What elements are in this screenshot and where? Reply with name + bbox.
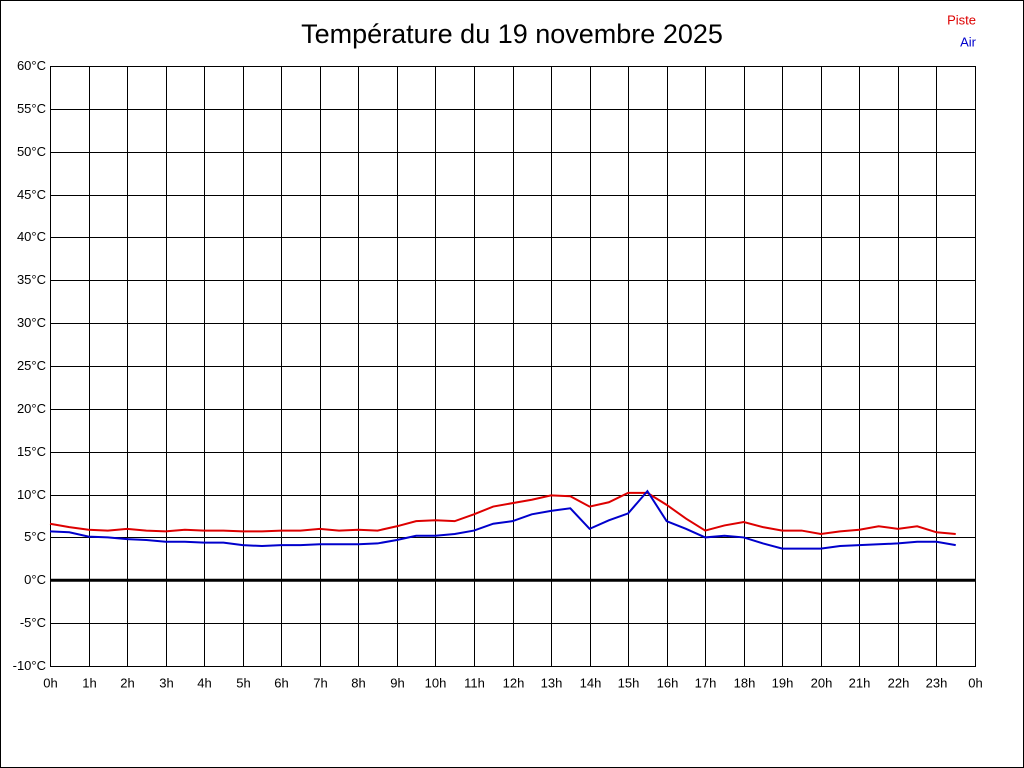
x-tick-label: 8h — [351, 675, 365, 690]
x-tick-label: 12h — [503, 675, 525, 690]
x-tick-label: 16h — [657, 675, 679, 690]
x-tick-label: 21h — [849, 675, 871, 690]
chart-title: Température du 19 novembre 2025 — [301, 19, 723, 49]
x-tick-label: 0h — [968, 675, 982, 690]
y-tick-label: 55°C — [17, 101, 46, 116]
y-tick-label: 0°C — [24, 572, 46, 587]
series-line — [49, 489, 956, 550]
x-tick-label: 13h — [541, 675, 563, 690]
y-tick-label: 10°C — [17, 487, 46, 502]
y-tick-label: 20°C — [17, 401, 46, 416]
x-tick-label: 0h — [43, 675, 57, 690]
legend-label: Air — [960, 34, 977, 49]
y-tick-label: 15°C — [17, 444, 46, 459]
x-tick-label: 3h — [159, 675, 173, 690]
y-tick-label: 45°C — [17, 187, 46, 202]
plot-border — [50, 66, 976, 667]
x-tick-label: 9h — [390, 675, 404, 690]
x-tick-label: 6h — [274, 675, 288, 690]
x-tick-label: 14h — [580, 675, 602, 690]
x-tick-label: 22h — [888, 675, 910, 690]
x-tick-label: 17h — [695, 675, 717, 690]
y-tick-label: 50°C — [17, 144, 46, 159]
y-tick-label: 5°C — [24, 529, 46, 544]
x-tick-label: 2h — [120, 675, 134, 690]
y-tick-label: 30°C — [17, 315, 46, 330]
legend-label: Piste — [947, 12, 976, 27]
x-tick-label: 10h — [425, 675, 447, 690]
y-tick-label: 35°C — [17, 272, 46, 287]
series-line — [49, 491, 956, 536]
x-tick-label: 20h — [811, 675, 833, 690]
x-tick-label: 4h — [197, 675, 211, 690]
x-tick-label: 19h — [772, 675, 794, 690]
x-tick-label: 15h — [618, 675, 640, 690]
y-tick-label: 25°C — [17, 358, 46, 373]
y-tick-label: -10°C — [13, 658, 46, 673]
y-tick-label: 60°C — [17, 58, 46, 73]
x-tick-label: 1h — [82, 675, 96, 690]
y-tick-label: -5°C — [20, 615, 46, 630]
x-tick-label: 11h — [464, 675, 485, 690]
x-tick-label: 23h — [926, 675, 948, 690]
x-tick-label: 18h — [734, 675, 756, 690]
y-tick-label: 40°C — [17, 229, 46, 244]
x-tick-label: 7h — [313, 675, 327, 690]
x-tick-label: 5h — [236, 675, 250, 690]
